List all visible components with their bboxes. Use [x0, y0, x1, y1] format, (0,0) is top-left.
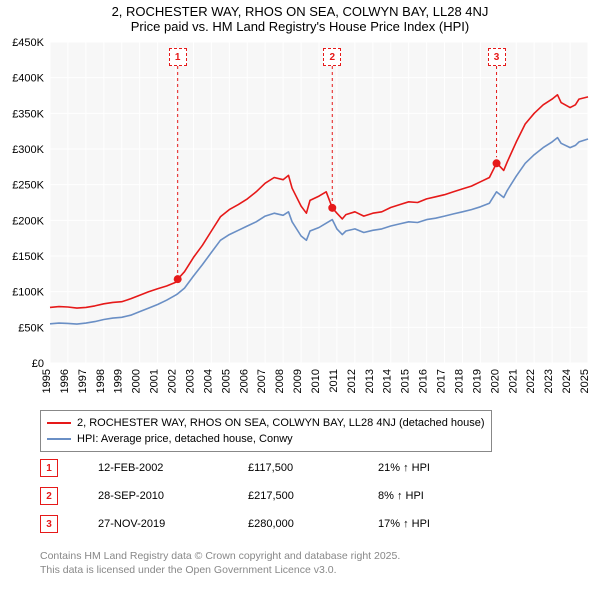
y-tick-label: £250K: [12, 180, 44, 192]
annotation-number-box: 1: [40, 459, 58, 477]
x-tick-label: 2024: [561, 369, 573, 393]
x-tick-label: 1997: [77, 369, 89, 393]
marker-flag-1: 1: [169, 48, 187, 66]
x-tick-label: 2011: [328, 369, 340, 393]
x-tick-label: 2004: [202, 369, 214, 393]
x-tick-label: 2018: [453, 369, 465, 393]
x-tick-label: 2025: [579, 369, 591, 393]
chart-svg: £0 £50K £100K £150K £200K £250K £300K £350K £400…: [0, 0, 600, 405]
x-tick-label: 2000: [131, 369, 143, 393]
y-tick-label: £350K: [12, 108, 44, 120]
annotation-row: 2 28-SEP-2010 £217,500 8% ↑ HPI: [40, 482, 430, 510]
legend-box: 2, ROCHESTER WAY, RHOS ON SEA, COLWYN BA…: [40, 410, 492, 452]
marker-point-2: [328, 204, 336, 212]
x-tick-label: 2001: [149, 369, 161, 393]
marker-flag-2: 2: [323, 48, 341, 66]
marker-point-1: [174, 275, 182, 283]
y-tick-label: £100K: [12, 287, 44, 299]
marker-flag-3: 3: [488, 48, 506, 66]
marker-point-3: [493, 159, 501, 167]
y-tick-label: £0: [32, 358, 44, 370]
attribution-line2: This data is licensed under the Open Gov…: [40, 564, 400, 578]
x-tick-label: 2012: [346, 369, 358, 393]
x-tick-label: 1998: [95, 369, 107, 393]
annotation-change: 8% ↑ HPI: [378, 490, 424, 502]
y-tick-label: £50K: [18, 322, 44, 334]
y-tick-label: £200K: [12, 215, 44, 227]
x-tick-label: 2022: [525, 369, 537, 393]
annotation-number-box: 3: [40, 515, 58, 533]
annotation-price: £217,500: [248, 490, 338, 502]
x-tick-label: 2015: [400, 369, 412, 393]
x-tick-label: 1995: [41, 369, 53, 393]
x-tick-label: 2009: [292, 369, 304, 393]
attribution-text: Contains HM Land Registry data © Crown c…: [40, 550, 400, 577]
x-tick-label: 1996: [59, 369, 71, 393]
legend-swatch: [47, 438, 71, 440]
y-tick-label: £450K: [12, 37, 44, 49]
legend-label: HPI: Average price, detached house, Conw…: [77, 431, 293, 447]
x-tick-label: 2013: [364, 369, 376, 393]
annotation-number-box: 2: [40, 487, 58, 505]
annotation-row: 3 27-NOV-2019 £280,000 17% ↑ HPI: [40, 510, 430, 538]
attribution-line1: Contains HM Land Registry data © Crown c…: [40, 550, 400, 564]
annotation-date: 27-NOV-2019: [98, 518, 208, 530]
x-tick-label: 2005: [220, 369, 232, 393]
x-tick-label: 2019: [471, 369, 483, 393]
annotation-change: 21% ↑ HPI: [378, 462, 430, 474]
annotation-price: £117,500: [248, 462, 338, 474]
annotation-date: 12-FEB-2002: [98, 462, 208, 474]
legend-item: 2, ROCHESTER WAY, RHOS ON SEA, COLWYN BA…: [47, 415, 485, 431]
annotation-date: 28-SEP-2010: [98, 490, 208, 502]
legend-label: 2, ROCHESTER WAY, RHOS ON SEA, COLWYN BA…: [77, 415, 485, 431]
annotation-change: 17% ↑ HPI: [378, 518, 430, 530]
x-tick-label: 2020: [489, 369, 501, 393]
chart-container: { "layout": { "width": 600, "height": 59…: [0, 0, 600, 590]
annotation-price: £280,000: [248, 518, 338, 530]
x-tick-label: 1999: [113, 369, 125, 393]
y-tick-label: £400K: [12, 73, 44, 85]
x-tick-label: 2008: [274, 369, 286, 393]
y-tick-label: £300K: [12, 144, 44, 156]
y-tick-label: £150K: [12, 251, 44, 263]
x-tick-label: 2007: [256, 369, 268, 393]
annotation-row: 1 12-FEB-2002 £117,500 21% ↑ HPI: [40, 454, 430, 482]
x-tick-label: 2002: [167, 369, 179, 393]
x-tick-label: 2003: [184, 369, 196, 393]
annotations-table: 1 12-FEB-2002 £117,500 21% ↑ HPI 2 28-SEP-201…: [40, 454, 430, 538]
x-tick-label: 2021: [507, 369, 519, 393]
x-tick-label: 2017: [436, 369, 448, 393]
x-tick-label: 2006: [238, 369, 250, 393]
x-tick-label: 2014: [382, 369, 394, 393]
x-tick-label: 2016: [418, 369, 430, 393]
x-tick-label: 2010: [310, 369, 322, 393]
x-tick-label: 2023: [543, 369, 555, 393]
legend-item: HPI: Average price, detached house, Conw…: [47, 431, 485, 447]
legend-swatch: [47, 422, 71, 424]
